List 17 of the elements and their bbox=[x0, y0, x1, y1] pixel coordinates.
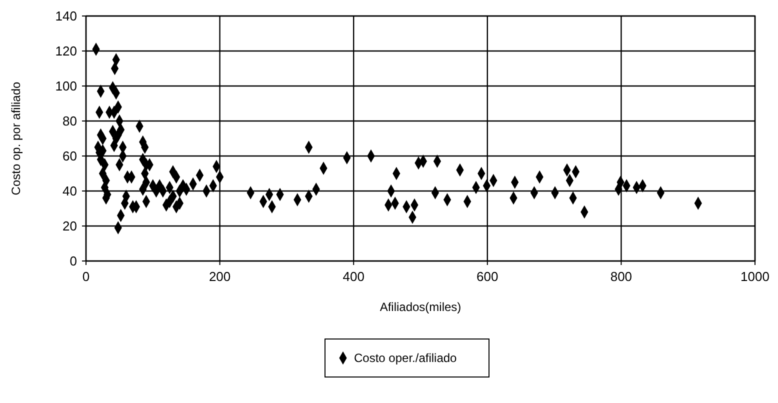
x-tick-label: 0 bbox=[82, 269, 90, 284]
x-tick-label: 400 bbox=[342, 269, 364, 284]
y-tick-label: 120 bbox=[55, 44, 77, 59]
y-tick-label: 20 bbox=[62, 218, 77, 234]
y-tick-label: 100 bbox=[55, 78, 77, 94]
y-tick-label: 80 bbox=[62, 114, 77, 129]
x-tick-label: 800 bbox=[610, 269, 632, 284]
x-tick-label: 600 bbox=[476, 269, 498, 284]
legend-label: Costo oper./afiliado bbox=[354, 351, 458, 366]
x-tick-label: 200 bbox=[208, 269, 231, 284]
y-tick-label: 140 bbox=[55, 8, 77, 24]
y-tick-label: 0 bbox=[70, 254, 77, 269]
x-axis-title: Afiliados(miles) bbox=[380, 300, 462, 314]
x-tick-label: 1000 bbox=[740, 269, 770, 284]
y-tick-label: 60 bbox=[62, 148, 77, 164]
y-tick-label: 40 bbox=[62, 184, 77, 199]
y-axis-title: Costo op. por afiliado bbox=[9, 81, 23, 196]
